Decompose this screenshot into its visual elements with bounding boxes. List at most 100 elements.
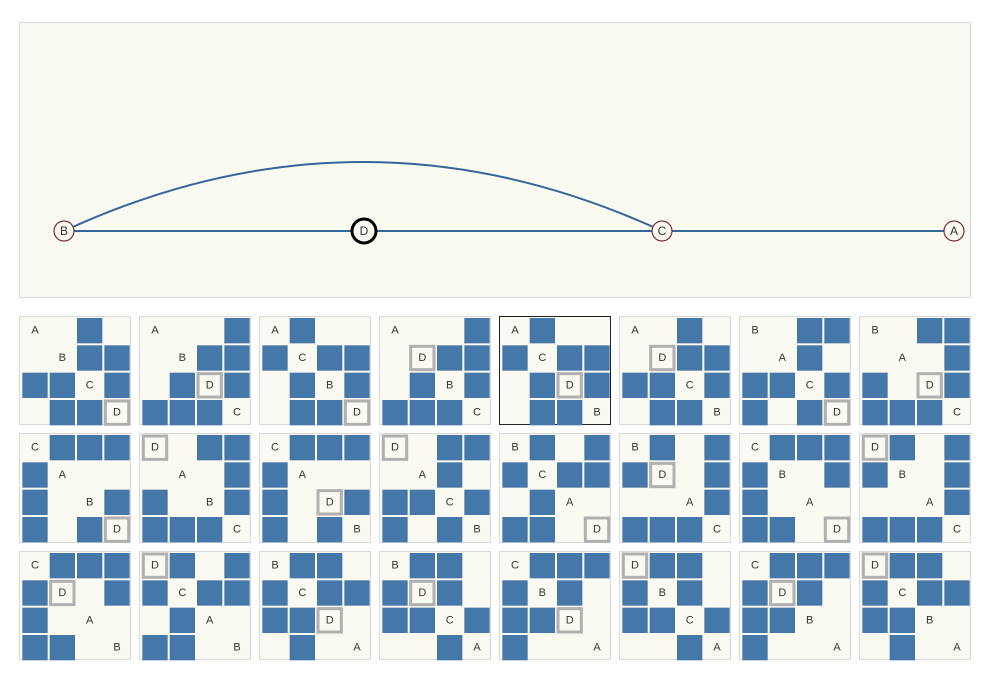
matrix-ADBC[interactable]: ADBC <box>379 316 491 425</box>
matrix-BDAC[interactable]: BDAC <box>619 433 731 542</box>
cell <box>650 400 675 425</box>
cell <box>290 318 315 343</box>
cell <box>704 607 729 632</box>
cell <box>890 607 915 632</box>
row-label: B <box>473 524 480 536</box>
matrix-DCAB[interactable]: DCAB <box>139 551 251 660</box>
cell <box>677 553 702 578</box>
cell <box>862 580 887 605</box>
matrix-CABD[interactable]: CABD <box>19 433 131 542</box>
node-D[interactable]: D <box>352 219 376 243</box>
matrix-ACBD[interactable]: ACBD <box>259 316 371 425</box>
cell <box>464 490 489 515</box>
row-label: C <box>686 614 694 626</box>
cell <box>142 400 167 425</box>
cell <box>622 463 647 488</box>
cell <box>530 373 555 398</box>
matrix-ABDC[interactable]: ABDC <box>139 316 251 425</box>
matrix-BDCA[interactable]: BDCA <box>379 551 491 660</box>
row-label: B <box>511 442 518 454</box>
matrix-CDBA[interactable]: CDBA <box>739 551 851 660</box>
cell <box>530 318 555 343</box>
cell <box>142 490 167 515</box>
row-label: A <box>566 497 574 509</box>
row-label: A <box>806 497 814 509</box>
row-label: B <box>593 407 600 419</box>
cell <box>224 345 249 370</box>
row-label: D <box>566 379 574 391</box>
row-label: C <box>806 379 814 391</box>
cell <box>862 517 887 542</box>
cell <box>410 607 435 632</box>
matrix-BCAD[interactable]: BCAD <box>499 433 611 542</box>
cell <box>224 373 249 398</box>
cell <box>224 490 249 515</box>
cell <box>557 553 582 578</box>
matrix-BCDA[interactable]: BCDA <box>259 551 371 660</box>
cell <box>104 553 129 578</box>
cell <box>622 517 647 542</box>
cell <box>677 580 702 605</box>
cell <box>557 580 582 605</box>
row-label: A <box>151 325 159 337</box>
row-label: D <box>631 559 639 571</box>
row-label: C <box>178 587 186 599</box>
matrix-ADCB[interactable]: ADCB <box>619 316 731 425</box>
cell <box>797 345 822 370</box>
cell <box>917 517 942 542</box>
row-label: C <box>86 379 94 391</box>
matrix-DCBA[interactable]: DCBA <box>859 551 971 660</box>
matrix-CADB[interactable]: CADB <box>259 433 371 542</box>
cell <box>104 580 129 605</box>
matrix-DBAC[interactable]: DBAC <box>859 433 971 542</box>
cell <box>502 607 527 632</box>
cell <box>704 345 729 370</box>
cell <box>742 400 767 425</box>
cell <box>797 400 822 425</box>
cell <box>770 517 795 542</box>
cell <box>862 463 887 488</box>
cell <box>890 635 915 660</box>
matrix-ABCD[interactable]: ABCD <box>19 316 131 425</box>
row-label: A <box>593 641 601 653</box>
cell <box>584 435 609 460</box>
cell <box>382 580 407 605</box>
matrix-CDAB[interactable]: CDAB <box>19 551 131 660</box>
cell <box>704 463 729 488</box>
row-label: B <box>179 352 186 364</box>
matrix-BADC[interactable]: BADC <box>859 316 971 425</box>
cell <box>797 318 822 343</box>
cell <box>677 318 702 343</box>
cell <box>437 463 462 488</box>
cell <box>290 400 315 425</box>
cell <box>584 553 609 578</box>
cell <box>530 435 555 460</box>
cell <box>290 435 315 460</box>
row-label: D <box>206 379 214 391</box>
matrix-BACD[interactable]: BACD <box>739 316 851 425</box>
cell <box>262 517 287 542</box>
matrix-CBDA[interactable]: CBDA <box>499 551 611 660</box>
cell <box>770 553 795 578</box>
row-label: A <box>833 641 841 653</box>
node-A[interactable]: A <box>944 221 964 241</box>
cell <box>104 345 129 370</box>
cell <box>262 345 287 370</box>
row-label: B <box>659 587 666 599</box>
matrix-DBCA[interactable]: DBCA <box>619 551 731 660</box>
matrix-DABC[interactable]: DABC <box>139 433 251 542</box>
matrix-CBAD[interactable]: CBAD <box>739 433 851 542</box>
cell <box>104 435 129 460</box>
cell <box>344 580 369 605</box>
row-label: D <box>778 587 786 599</box>
cell <box>530 400 555 425</box>
cell <box>22 517 47 542</box>
cell <box>317 435 342 460</box>
cell <box>677 635 702 660</box>
node-C[interactable]: C <box>652 221 672 241</box>
matrix-ACDB[interactable]: ACDB <box>499 316 611 425</box>
matrix-DACB[interactable]: DACB <box>379 433 491 542</box>
cell <box>142 517 167 542</box>
node-B[interactable]: B <box>54 221 74 241</box>
cell <box>464 345 489 370</box>
